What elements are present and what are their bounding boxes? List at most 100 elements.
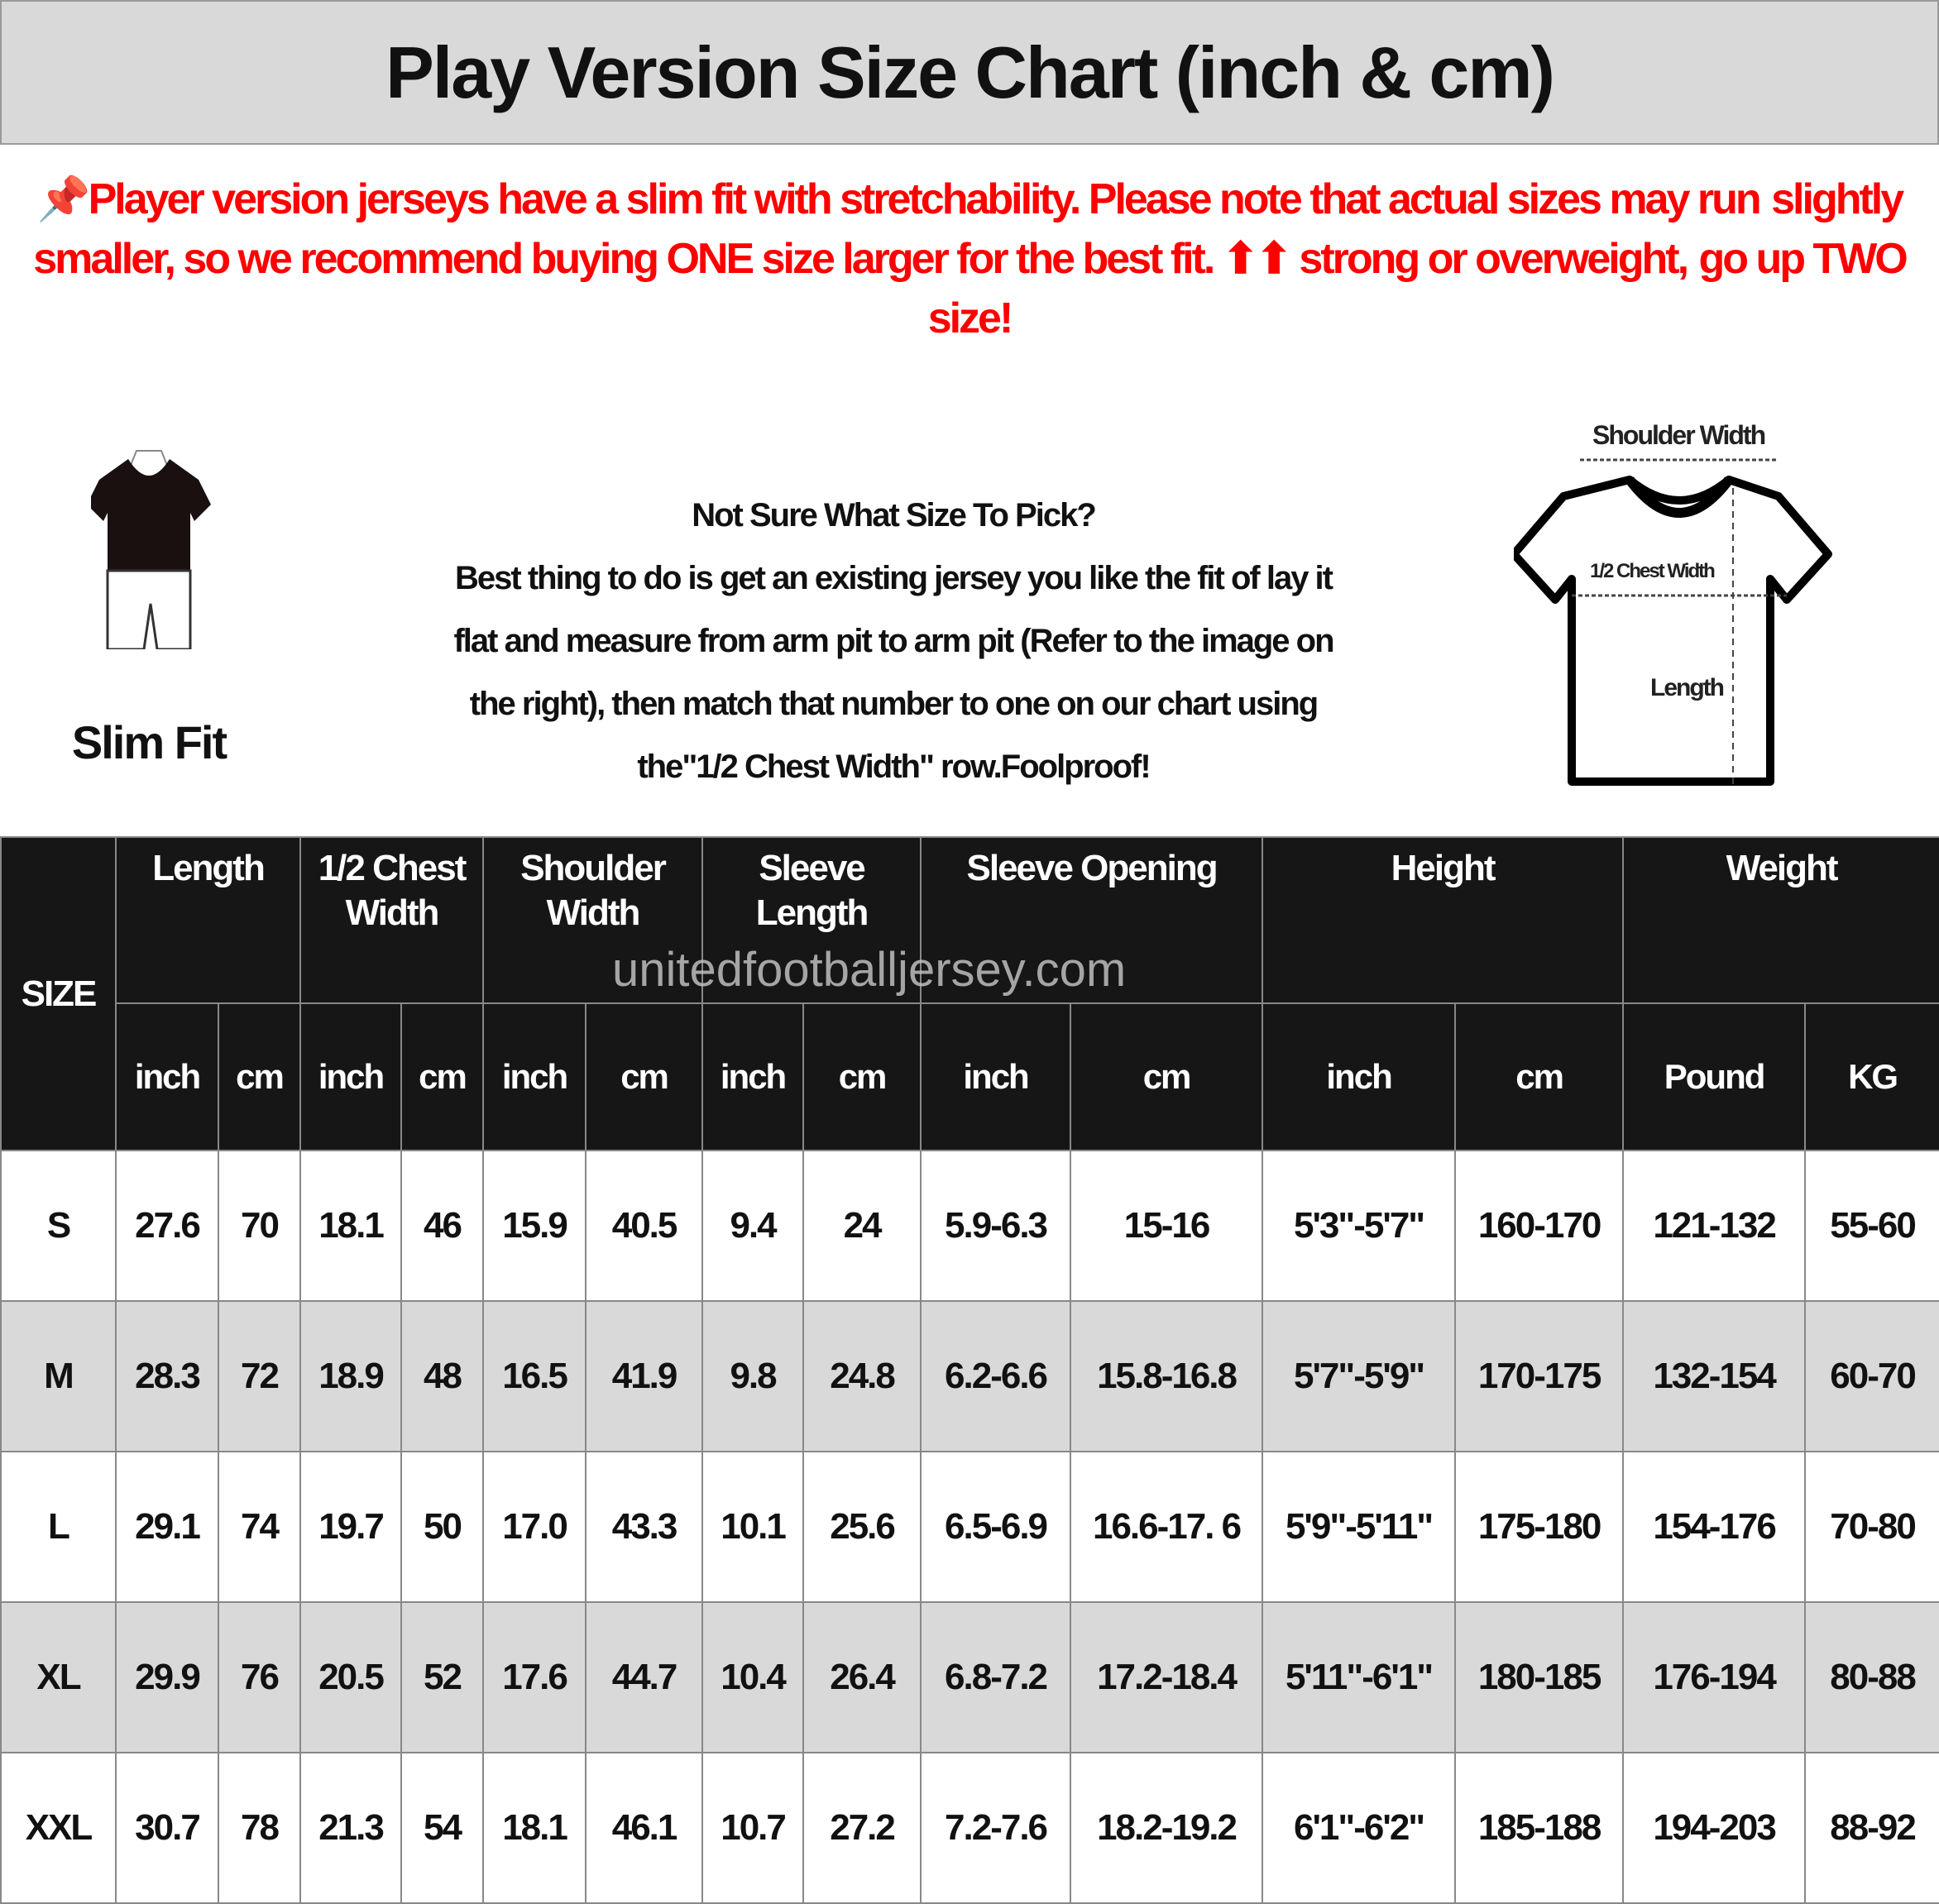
size-table: SIZE Length 1/2 Chest Width Shoulder Width S… (0, 836, 1939, 1904)
group-header: Length (114, 836, 302, 1004)
value-cell: 27.2 (802, 1752, 922, 1904)
value-cell: 160-170 (1454, 1150, 1625, 1302)
group-header: Weight (1622, 836, 1939, 1004)
value-cell: 18.1 (482, 1752, 587, 1904)
value-cell: 5'7"-5'9" (1262, 1300, 1457, 1452)
group-header: Shoulder Width (482, 836, 704, 1004)
size-cell: XL (0, 1601, 117, 1753)
value-cell: 50 (400, 1451, 485, 1603)
value-cell: 18.2-19.2 (1070, 1752, 1264, 1904)
group-header: Sleeve Length (701, 836, 922, 1004)
size-header: SIZE (0, 836, 117, 1151)
value-cell: 6.8-7.2 (920, 1601, 1072, 1753)
unit-header: inch (299, 1002, 403, 1151)
value-cell: 40.5 (585, 1150, 704, 1302)
value-cell: 48 (400, 1300, 485, 1452)
value-cell: 44.7 (585, 1601, 704, 1753)
value-cell: 27.6 (115, 1150, 219, 1302)
size-cell: M (0, 1300, 117, 1452)
value-cell: 121-132 (1622, 1150, 1807, 1302)
value-cell: 46.1 (585, 1752, 704, 1904)
value-cell: 10.7 (701, 1752, 805, 1904)
unit-header: inch (115, 1002, 219, 1151)
value-cell: 29.9 (115, 1601, 219, 1753)
value-cell: 18.9 (299, 1300, 403, 1452)
slim-fit-label: Slim Fit (71, 716, 227, 768)
unit-header: cm (1070, 1002, 1264, 1151)
value-cell: 10.1 (701, 1451, 805, 1603)
value-cell: 46 (400, 1150, 485, 1302)
diagram-chest-label: 1/2 Chest Width (1590, 560, 1716, 582)
value-cell: 7.2-7.6 (920, 1752, 1072, 1904)
value-cell: 21.3 (299, 1752, 403, 1904)
unit-header: KG (1804, 1002, 1939, 1151)
value-cell: 132-154 (1622, 1300, 1807, 1452)
value-cell: 6'1"-6'2" (1262, 1752, 1457, 1904)
value-cell: 19.7 (299, 1451, 403, 1603)
value-cell: 154-176 (1622, 1451, 1807, 1603)
value-cell: 15-16 (1070, 1150, 1264, 1302)
value-cell: 194-203 (1622, 1752, 1807, 1904)
value-cell: 6.2-6.6 (920, 1300, 1072, 1452)
table-row: S 27.6 70 18.1 46 15.9 40.5 9.4 24 5.9-6.3 15-16 5'… (0, 1150, 1939, 1302)
value-cell: 5.9-6.3 (920, 1150, 1072, 1302)
unit-header: cm (585, 1002, 704, 1151)
unit-header: Pound (1622, 1002, 1807, 1151)
value-cell: 78 (217, 1752, 302, 1904)
value-cell: 88-92 (1804, 1752, 1939, 1904)
value-cell: 9.8 (701, 1300, 805, 1452)
value-cell: 72 (217, 1300, 302, 1452)
value-cell: 55-60 (1804, 1150, 1939, 1302)
value-cell: 28.3 (115, 1300, 219, 1452)
value-cell: 16.6-17. 6 (1070, 1451, 1264, 1603)
size-cell: L (0, 1451, 117, 1603)
value-cell: 43.3 (585, 1451, 704, 1603)
table-row: XL 29.9 76 20.5 52 17.6 44.7 10.4 26.4 6.8-7.2 17.… (0, 1601, 1939, 1753)
diagram-length-label: Length (1650, 674, 1725, 701)
value-cell: 24 (802, 1150, 922, 1302)
value-cell: 6.5-6.9 (920, 1451, 1072, 1603)
value-cell: 10.4 (701, 1601, 805, 1753)
value-cell: 25.6 (802, 1451, 922, 1603)
unit-header: inch (482, 1002, 587, 1151)
value-cell: 74 (217, 1451, 302, 1603)
value-cell: 5'9"-5'11" (1262, 1451, 1457, 1603)
page-title: Play Version Size Chart (inch & cm) (0, 0, 1939, 145)
value-cell: 5'3"-5'7" (1262, 1150, 1457, 1302)
slim-fit-figure-icon (91, 450, 211, 649)
shirt-measurement-diagram-icon (1514, 458, 1832, 786)
unit-header: inch (701, 1002, 805, 1151)
value-cell: 70 (217, 1150, 302, 1302)
value-cell: 52 (400, 1601, 485, 1753)
unit-header: cm (217, 1002, 302, 1151)
value-cell: 70-80 (1804, 1451, 1939, 1603)
table-row: XXL 30.7 78 21.3 54 18.1 46.1 10.7 27.2 7.2-7.6 18… (0, 1752, 1939, 1904)
diagram-shoulder-label: Shoulder Width (1592, 420, 1766, 450)
value-cell: 60-70 (1804, 1300, 1939, 1452)
size-guide-text: Not Sure What Size To Pick? Best thing t… (453, 497, 1334, 785)
value-cell: 17.0 (482, 1451, 587, 1603)
value-cell: 29.1 (115, 1451, 219, 1603)
value-cell: 5'11"-6'1" (1262, 1601, 1457, 1753)
value-cell: 175-180 (1454, 1451, 1625, 1603)
size-cell: XXL (0, 1752, 117, 1904)
value-cell: 18.1 (299, 1150, 403, 1302)
value-cell: 185-188 (1454, 1752, 1625, 1904)
value-cell: 76 (217, 1601, 302, 1753)
unit-header: inch (920, 1002, 1072, 1151)
value-cell: 30.7 (115, 1752, 219, 1904)
group-header: Sleeve Opening (920, 836, 1264, 1004)
value-cell: 170-175 (1454, 1300, 1625, 1452)
value-cell: 9.4 (701, 1150, 805, 1302)
size-cell: S (0, 1150, 117, 1302)
table-row: M 28.3 72 18.9 48 16.5 41.9 9.8 24.8 6.2-6.6 15.8-… (0, 1300, 1939, 1452)
value-cell: 24.8 (802, 1300, 922, 1452)
fit-notice: 📌Player version jerseys have a slim fit … (33, 175, 1908, 342)
unit-header: inch (1262, 1002, 1457, 1151)
value-cell: 180-185 (1454, 1601, 1625, 1753)
group-header: Height (1262, 836, 1625, 1004)
value-cell: 17.6 (482, 1601, 587, 1753)
value-cell: 15.8-16.8 (1070, 1300, 1264, 1452)
unit-header: cm (400, 1002, 485, 1151)
value-cell: 26.4 (802, 1601, 922, 1753)
